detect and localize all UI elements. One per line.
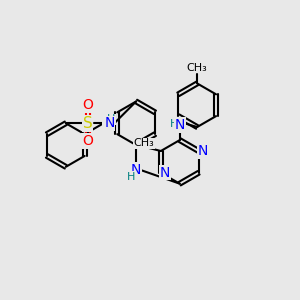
Text: H: H [169,119,178,129]
Text: N: N [131,163,141,177]
Text: N: N [104,116,115,130]
Text: F: F [103,116,110,130]
Text: CH₃: CH₃ [134,138,154,148]
Text: N: N [175,118,185,132]
Text: CH₃: CH₃ [187,63,208,73]
Text: O: O [82,98,93,112]
Text: S: S [83,116,92,131]
Text: N: N [160,166,170,180]
Text: N: N [197,144,208,158]
Text: O: O [82,134,93,148]
Text: H: H [127,172,135,182]
Text: H: H [107,114,116,124]
